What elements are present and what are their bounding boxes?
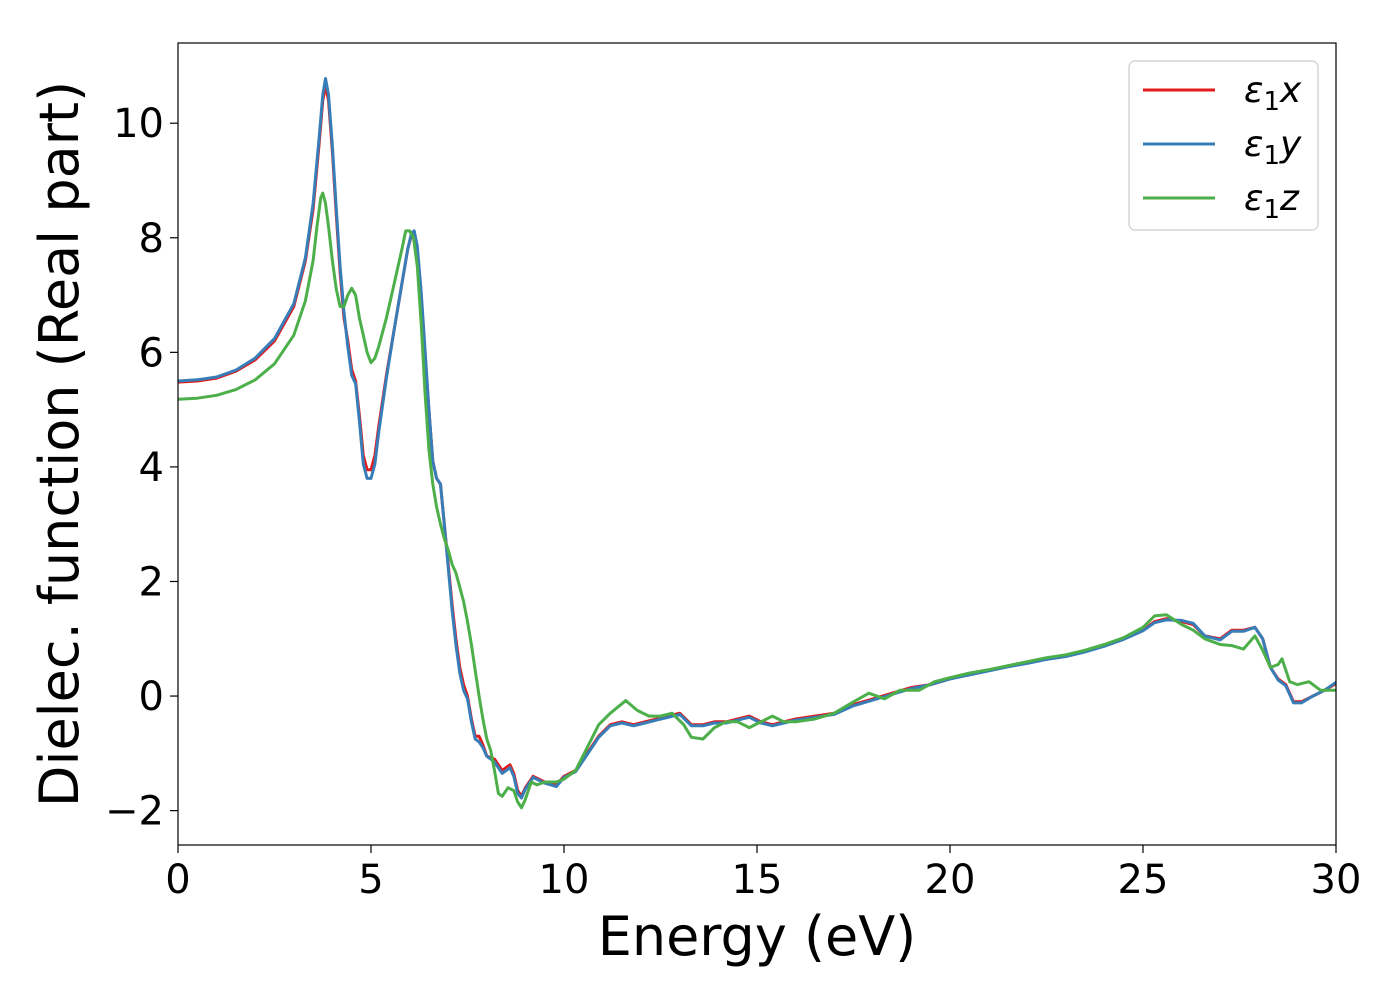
x-tick-label: 0 <box>165 857 190 903</box>
x-axis: 0 5 10 15 20 25 30 <box>165 845 1361 903</box>
series-line-z <box>178 191 1336 810</box>
y-tick-label: 8 <box>139 216 164 262</box>
y-tick-label: 10 <box>113 101 164 147</box>
legend-entry-y: ε1y <box>1143 124 1302 171</box>
y-tick-label: 2 <box>139 559 164 605</box>
x-tick-label: 15 <box>732 857 783 903</box>
legend-entry-x: ε1x <box>1143 70 1302 117</box>
legend-entry-z: ε1z <box>1143 178 1300 225</box>
y-axis: −2 0 2 4 6 8 10 <box>105 101 178 835</box>
legend-box <box>1128 60 1319 231</box>
y-tick-label: −2 <box>105 789 164 835</box>
x-tick-label: 10 <box>539 857 590 903</box>
x-tick-label: 5 <box>358 857 383 903</box>
y-tick-label: 4 <box>139 445 164 491</box>
y-tick-label: 0 <box>139 674 164 720</box>
y-tick-label: 6 <box>139 330 164 376</box>
series-line-y <box>178 77 1336 800</box>
x-tick-label: 30 <box>1311 857 1362 903</box>
legend-label: ε1y <box>1244 124 1302 171</box>
series-layer <box>178 77 1336 810</box>
legend-label: ε1x <box>1244 70 1302 117</box>
x-tick-label: 25 <box>1118 857 1169 903</box>
legend: ε1x ε1y ε1z <box>1128 60 1319 231</box>
legend-label: ε1z <box>1244 178 1300 225</box>
x-tick-label: 20 <box>925 857 976 903</box>
y-axis-label: Dielec. function (Real part) <box>28 81 91 807</box>
x-axis-label: Energy (eV) <box>598 905 917 968</box>
